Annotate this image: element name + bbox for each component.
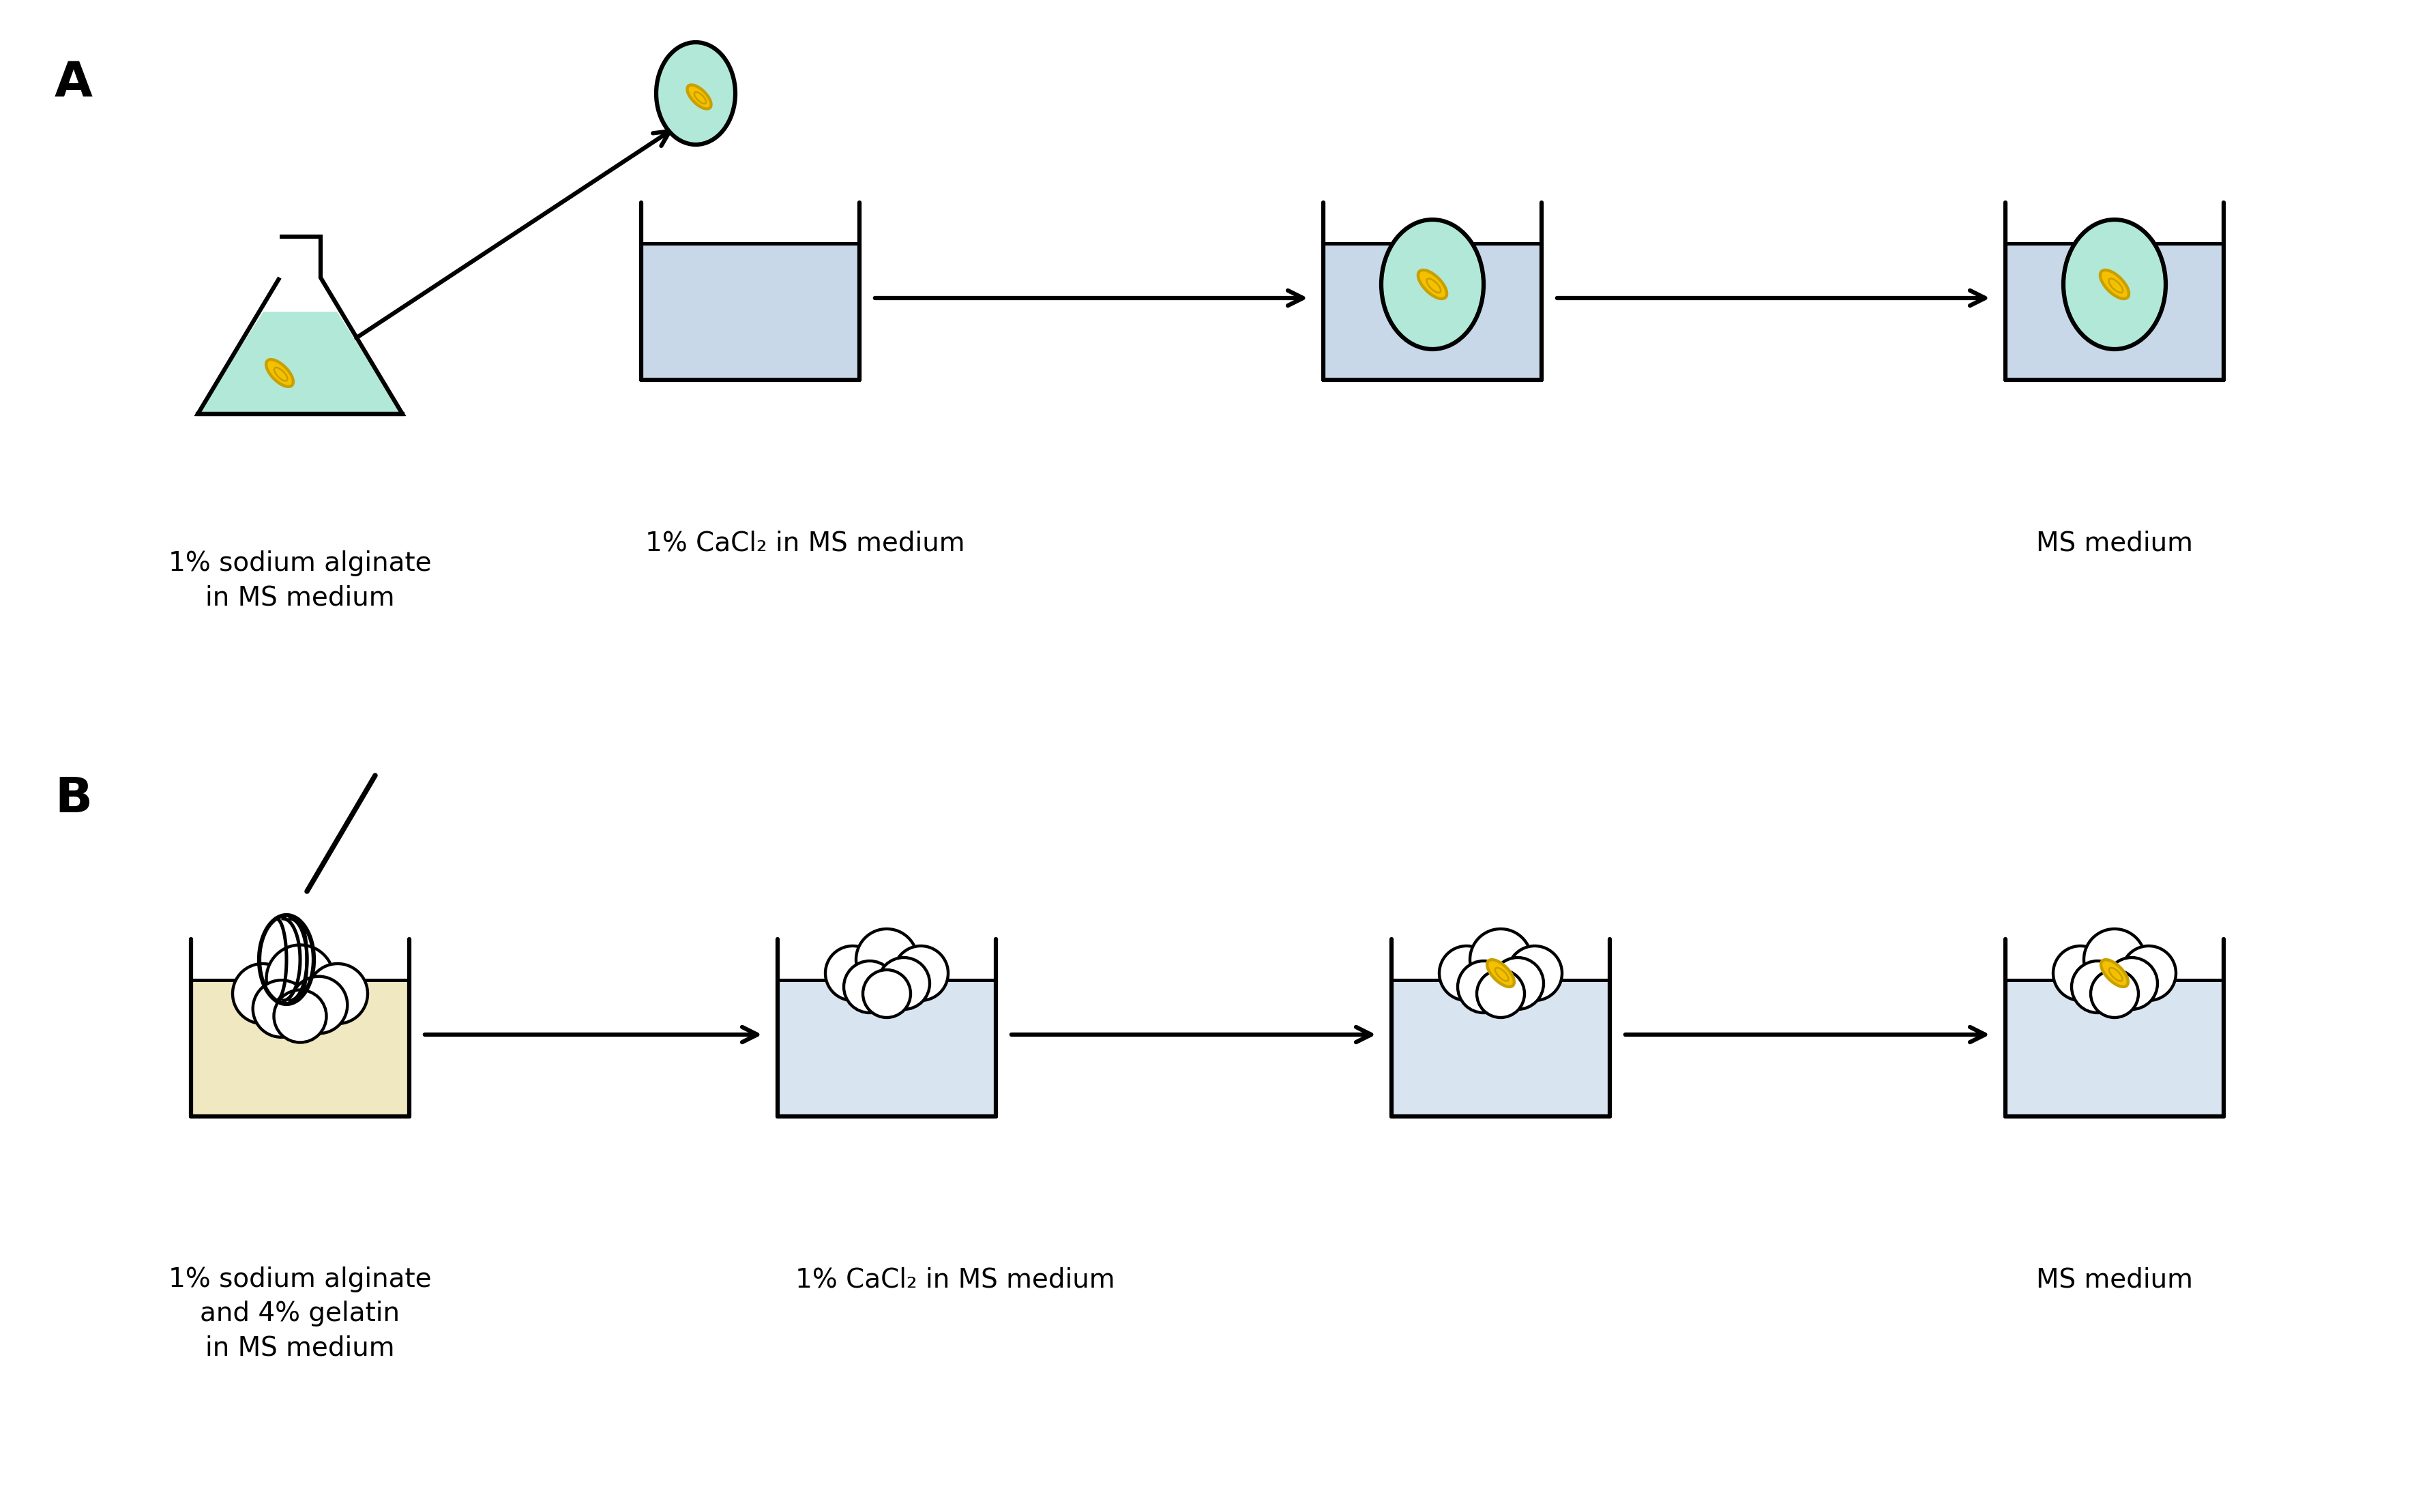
Text: 1% sodium alginate
and 4% gelatin
in MS medium: 1% sodium alginate and 4% gelatin in MS … bbox=[168, 1267, 432, 1361]
Circle shape bbox=[253, 980, 311, 1037]
Text: A: A bbox=[53, 59, 92, 106]
Circle shape bbox=[2106, 957, 2157, 1010]
Ellipse shape bbox=[267, 360, 294, 387]
Ellipse shape bbox=[2062, 219, 2164, 349]
Circle shape bbox=[308, 963, 367, 1024]
Circle shape bbox=[843, 962, 896, 1013]
Circle shape bbox=[2053, 947, 2106, 1001]
FancyBboxPatch shape bbox=[1324, 243, 1540, 380]
FancyBboxPatch shape bbox=[1392, 980, 1608, 1116]
Circle shape bbox=[1506, 947, 1562, 1001]
Ellipse shape bbox=[2101, 960, 2128, 987]
Circle shape bbox=[855, 928, 918, 990]
FancyBboxPatch shape bbox=[192, 980, 408, 1116]
Text: 1% CaCl₂ in MS medium: 1% CaCl₂ in MS medium bbox=[646, 529, 964, 556]
Circle shape bbox=[2121, 947, 2176, 1001]
Polygon shape bbox=[197, 311, 403, 414]
FancyBboxPatch shape bbox=[644, 243, 857, 380]
Circle shape bbox=[877, 957, 930, 1010]
Circle shape bbox=[2072, 962, 2123, 1013]
Circle shape bbox=[1477, 969, 1523, 1018]
Text: MS medium: MS medium bbox=[2036, 1267, 2193, 1293]
Circle shape bbox=[291, 977, 347, 1033]
Circle shape bbox=[894, 947, 947, 1001]
Circle shape bbox=[267, 945, 333, 1013]
Ellipse shape bbox=[1382, 219, 1484, 349]
Circle shape bbox=[1491, 957, 1542, 1010]
Ellipse shape bbox=[1487, 960, 1513, 987]
Text: MS medium: MS medium bbox=[2036, 529, 2193, 556]
FancyBboxPatch shape bbox=[780, 980, 993, 1116]
Circle shape bbox=[2084, 928, 2145, 990]
Circle shape bbox=[862, 969, 911, 1018]
Circle shape bbox=[274, 990, 325, 1042]
Circle shape bbox=[1470, 928, 1530, 990]
Circle shape bbox=[2089, 969, 2138, 1018]
Circle shape bbox=[1457, 962, 1508, 1013]
Circle shape bbox=[826, 947, 879, 1001]
Circle shape bbox=[1438, 947, 1494, 1001]
Ellipse shape bbox=[656, 42, 736, 145]
Text: 1% sodium alginate
in MS medium: 1% sodium alginate in MS medium bbox=[168, 550, 432, 611]
Ellipse shape bbox=[687, 85, 712, 109]
FancyBboxPatch shape bbox=[2006, 980, 2223, 1116]
FancyBboxPatch shape bbox=[2006, 243, 2223, 380]
Circle shape bbox=[233, 963, 291, 1024]
Text: 1% CaCl₂ in MS medium: 1% CaCl₂ in MS medium bbox=[794, 1267, 1115, 1293]
Text: B: B bbox=[53, 776, 92, 823]
Ellipse shape bbox=[1419, 271, 1445, 299]
Ellipse shape bbox=[2099, 271, 2128, 299]
